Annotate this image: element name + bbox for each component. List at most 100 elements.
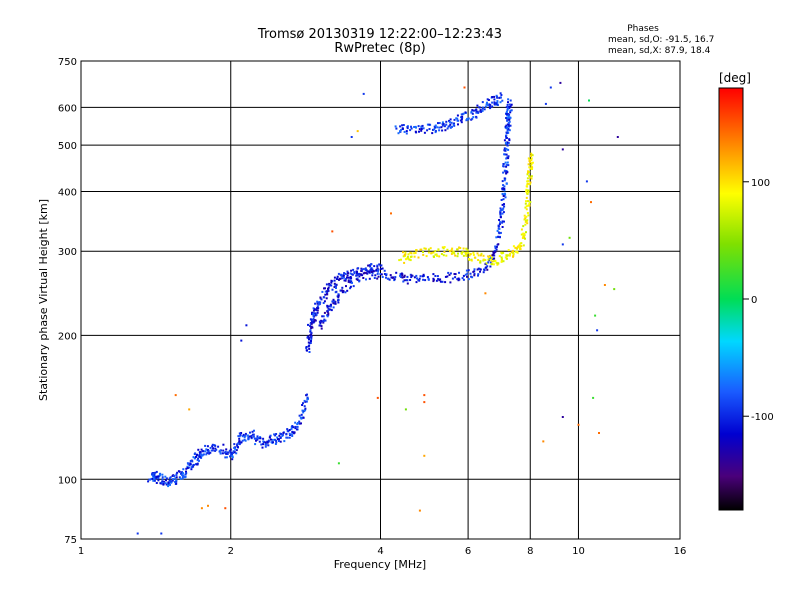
data-point bbox=[212, 447, 215, 450]
data-point bbox=[512, 254, 515, 257]
data-point bbox=[527, 163, 530, 166]
data-point bbox=[413, 126, 416, 128]
data-point bbox=[475, 116, 478, 119]
data-point bbox=[460, 118, 463, 121]
data-point bbox=[240, 339, 243, 342]
data-point bbox=[590, 201, 592, 204]
data-point bbox=[283, 440, 286, 443]
data-point bbox=[415, 249, 418, 252]
data-point bbox=[453, 118, 456, 121]
data-point bbox=[345, 285, 347, 288]
data-point bbox=[529, 167, 532, 170]
data-point bbox=[594, 314, 597, 317]
data-point bbox=[503, 177, 506, 180]
data-point bbox=[520, 245, 523, 248]
data-point bbox=[446, 275, 449, 278]
data-point bbox=[444, 275, 447, 278]
data-point bbox=[251, 430, 254, 433]
data-point bbox=[422, 273, 425, 276]
data-point bbox=[490, 263, 493, 265]
data-point bbox=[327, 286, 330, 289]
data-point bbox=[471, 109, 474, 112]
data-point bbox=[346, 289, 349, 292]
data-point bbox=[161, 480, 164, 483]
data-point bbox=[484, 259, 487, 261]
data-point bbox=[291, 425, 294, 427]
data-point bbox=[302, 402, 304, 405]
data-point bbox=[505, 170, 508, 172]
data-point bbox=[357, 267, 360, 270]
data-point bbox=[334, 302, 337, 305]
data-point bbox=[377, 270, 380, 273]
data-point bbox=[507, 157, 510, 160]
data-point bbox=[507, 127, 510, 130]
data-point bbox=[161, 473, 164, 476]
data-point bbox=[200, 456, 203, 459]
data-point bbox=[456, 117, 459, 120]
data-point bbox=[215, 448, 218, 451]
data-point bbox=[255, 439, 257, 442]
data-point bbox=[236, 446, 239, 448]
data-point bbox=[315, 313, 318, 316]
data-point bbox=[346, 274, 349, 277]
data-point bbox=[241, 439, 244, 442]
data-point bbox=[196, 462, 199, 465]
data-point bbox=[501, 220, 504, 223]
data-point bbox=[262, 440, 265, 443]
x-tick-label: 2 bbox=[228, 546, 234, 557]
data-point bbox=[152, 479, 155, 482]
stats-heading: Phases bbox=[627, 24, 659, 34]
data-point bbox=[481, 109, 484, 112]
data-point bbox=[479, 270, 481, 273]
data-point bbox=[238, 437, 241, 440]
data-point bbox=[206, 445, 209, 448]
data-point bbox=[222, 449, 225, 452]
data-point bbox=[332, 302, 335, 305]
data-point bbox=[505, 165, 508, 168]
data-point bbox=[486, 268, 489, 271]
data-point bbox=[487, 255, 490, 258]
data-point bbox=[477, 267, 480, 270]
data-point bbox=[209, 446, 212, 449]
data-point bbox=[528, 171, 531, 173]
data-point bbox=[224, 507, 227, 510]
data-point bbox=[241, 435, 244, 438]
data-point bbox=[192, 463, 195, 466]
data-point bbox=[162, 483, 165, 486]
data-point bbox=[466, 252, 468, 255]
data-point bbox=[182, 474, 185, 477]
data-point bbox=[476, 268, 479, 271]
data-point bbox=[403, 254, 406, 256]
data-point bbox=[505, 257, 508, 260]
data-point bbox=[175, 476, 178, 479]
data-point bbox=[388, 278, 391, 281]
data-point bbox=[449, 272, 452, 275]
data-point bbox=[197, 448, 200, 451]
data-point bbox=[428, 123, 431, 126]
data-point bbox=[341, 291, 344, 294]
data-point bbox=[319, 296, 322, 299]
data-point bbox=[500, 199, 503, 201]
data-point bbox=[310, 336, 313, 339]
data-point bbox=[339, 277, 342, 280]
data-point bbox=[492, 263, 495, 266]
data-point bbox=[515, 247, 518, 250]
data-point bbox=[393, 278, 396, 281]
data-point bbox=[330, 279, 333, 282]
data-point bbox=[460, 116, 462, 119]
data-point bbox=[500, 259, 503, 262]
data-point bbox=[523, 232, 526, 235]
data-point bbox=[427, 248, 430, 251]
data-point bbox=[505, 134, 508, 137]
data-point bbox=[462, 112, 465, 115]
data-point bbox=[342, 274, 345, 277]
data-point bbox=[305, 400, 308, 403]
data-point bbox=[399, 273, 402, 276]
data-point bbox=[501, 99, 504, 102]
data-point bbox=[444, 281, 447, 284]
data-point bbox=[410, 127, 413, 130]
data-point bbox=[280, 433, 282, 435]
data-point bbox=[347, 276, 350, 279]
data-point bbox=[501, 180, 504, 183]
data-point bbox=[307, 341, 310, 344]
